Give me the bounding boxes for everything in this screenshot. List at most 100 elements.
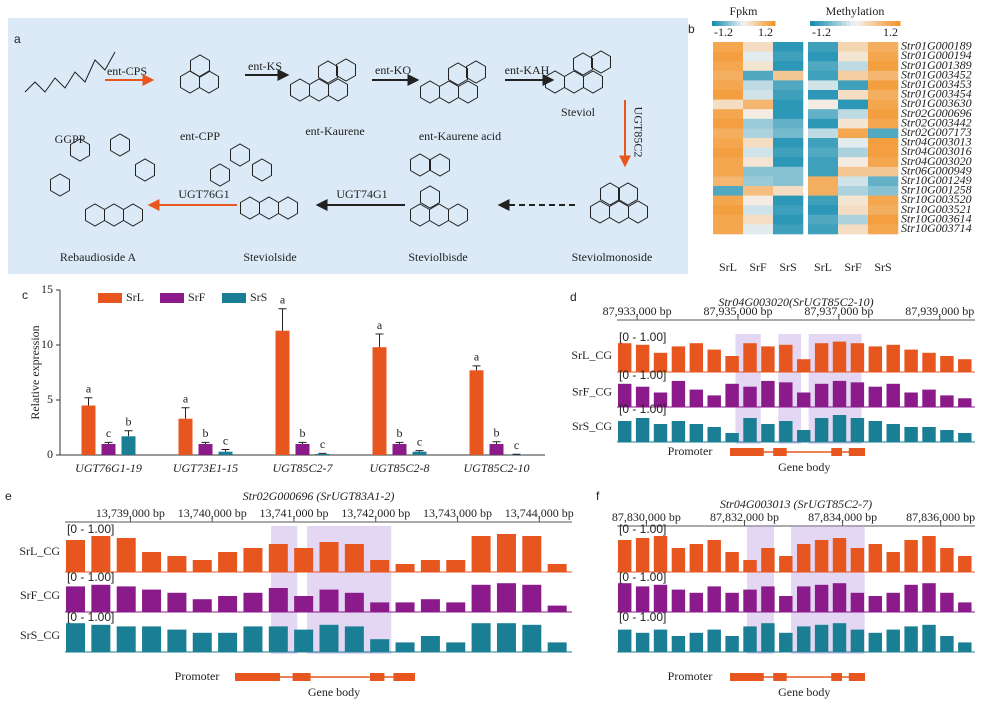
- methylation-bar: [797, 430, 811, 442]
- methylation-bar: [653, 424, 668, 442]
- heatmap-cell: [743, 176, 774, 187]
- methylation-bar: [743, 626, 757, 652]
- ring: [591, 50, 611, 74]
- methylation-bar: [958, 359, 972, 372]
- methylation-bar: [344, 544, 364, 572]
- methylation-bar: [653, 584, 668, 612]
- track-name: SrF_CG: [20, 588, 60, 602]
- heatmap-cell: [713, 42, 744, 52]
- methylation-bar: [779, 556, 793, 572]
- colorbar-step: [846, 21, 851, 26]
- methylation-bar: [344, 626, 364, 652]
- bar: [372, 347, 387, 455]
- methylation-bar: [91, 624, 111, 652]
- heatmap-cell: [773, 138, 804, 148]
- heatmap-cell: [713, 51, 744, 62]
- methylation-bar: [725, 592, 739, 612]
- methylation-bar: [761, 548, 775, 572]
- methylation-bar: [832, 538, 847, 572]
- heatmap-cell: [743, 42, 774, 52]
- error-bar: [492, 441, 501, 444]
- methylation-bar: [940, 636, 954, 652]
- heatmap-cell: [838, 166, 869, 177]
- methylation-bar: [218, 632, 238, 652]
- methylation-bar: [689, 592, 704, 612]
- compound-name: Rebaudioside A: [60, 250, 137, 264]
- methylation-bar: [446, 560, 466, 572]
- heatmap-cell: [713, 157, 744, 168]
- methylation-bar: [671, 636, 686, 652]
- heatmap-cell: [838, 128, 869, 139]
- exon: [292, 673, 311, 681]
- ring: [230, 143, 250, 167]
- methylation-bar: [496, 534, 516, 572]
- significance-label: a: [86, 382, 92, 396]
- heatmap-cell: [713, 109, 744, 120]
- methylation-bar: [886, 629, 900, 652]
- x-tick-label: 13,742,000 bp: [341, 506, 410, 520]
- bar: [469, 370, 484, 455]
- colorbar-step: [743, 21, 748, 26]
- heatmap-cell: [808, 128, 839, 139]
- methylation-bar: [671, 380, 686, 407]
- row-label: Str10G003520: [901, 192, 972, 206]
- x-tick-label: 87,933,000 bp: [603, 304, 672, 318]
- x-tick-label: 87,834,000 bp: [808, 510, 877, 524]
- methylation-bar: [761, 346, 775, 372]
- ring: [70, 138, 90, 162]
- bar: [121, 436, 136, 455]
- heatmap-cell: [713, 147, 744, 158]
- heatmap-cell: [868, 80, 899, 91]
- heatmap-cell: [838, 138, 869, 148]
- compound-name: Steviolside: [243, 250, 296, 264]
- compound-name: Steviolbisde: [408, 250, 467, 264]
- methylation-bar: [635, 386, 650, 407]
- column-label: SrF: [844, 260, 862, 274]
- methylation-bar: [689, 343, 704, 372]
- methylation-bar: [689, 424, 704, 442]
- significance-label: a: [474, 350, 480, 364]
- methylation-bar: [420, 636, 440, 652]
- methylation-bar: [725, 356, 739, 372]
- methylation-bar: [635, 418, 650, 442]
- enzyme-name: UGT74G1: [336, 187, 387, 201]
- colorbar-step: [740, 21, 744, 26]
- heatmap-cell: [808, 70, 839, 81]
- ring: [420, 185, 440, 209]
- gene-body-label: Gene body: [308, 685, 360, 699]
- methylation-bar: [814, 343, 829, 372]
- heatmap-cell: [808, 214, 839, 225]
- heatmap-cell: [868, 61, 899, 72]
- colorbar-step: [712, 21, 716, 26]
- enzyme-name: ent-KAH: [505, 63, 550, 77]
- colorbar-min: -1.2: [812, 25, 831, 39]
- exon: [730, 448, 764, 456]
- ring: [252, 158, 272, 182]
- column-label: SrL: [719, 260, 737, 274]
- significance-label: c: [106, 426, 111, 440]
- heatmap-cell: [773, 51, 804, 62]
- ring: [583, 70, 603, 94]
- methylation-bar: [814, 584, 829, 612]
- methylation-bar: [707, 629, 721, 652]
- range-label: [0 - 1.00]: [619, 610, 666, 624]
- methylation-bar: [420, 560, 440, 572]
- significance-label: a: [280, 292, 286, 306]
- heatmap-cell: [838, 176, 869, 187]
- colorbar-step: [730, 21, 735, 26]
- heatmap-cell: [743, 214, 774, 225]
- heatmap-cell: [773, 195, 804, 206]
- methylation-bar: [653, 536, 668, 572]
- heatmap-cell: [773, 42, 804, 52]
- row-label: Str10G003521: [901, 202, 972, 216]
- row-label: Str01G000189: [901, 39, 972, 53]
- colorbar-step: [756, 21, 760, 26]
- methylation-bar: [886, 383, 900, 407]
- methylation-bar: [344, 592, 364, 612]
- compound-name: ent-Kaurene: [305, 124, 364, 138]
- heatmap-cell: [773, 109, 804, 120]
- heatmap-cell: [868, 99, 899, 110]
- range-label: [0 - 1.00]: [67, 570, 114, 584]
- methylation-bar: [395, 642, 415, 652]
- row-label: Str01G003454: [901, 87, 972, 101]
